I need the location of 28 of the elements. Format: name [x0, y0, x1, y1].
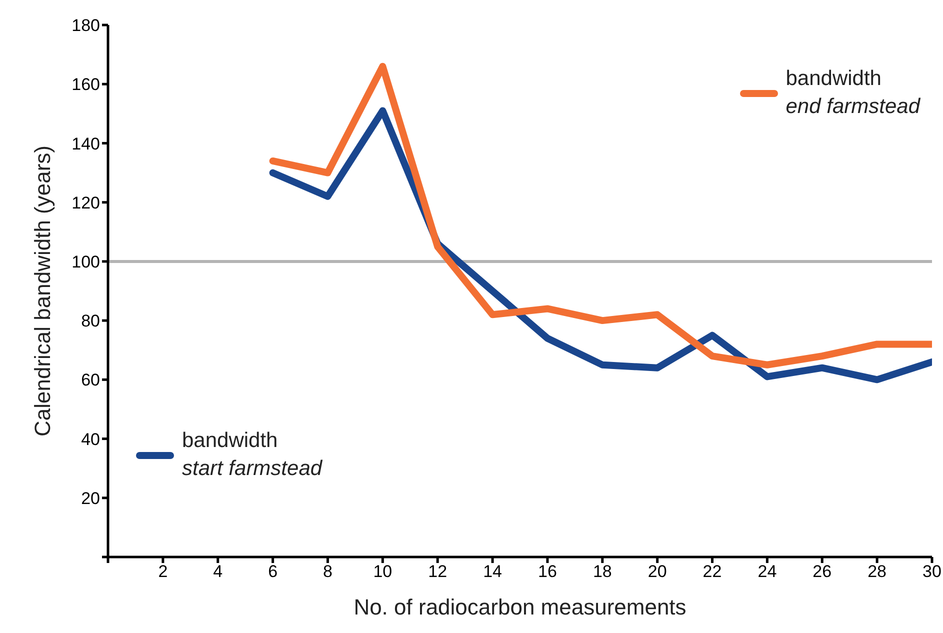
- x-tick-label: 22: [702, 562, 722, 582]
- y-tick-label: 180: [72, 16, 100, 36]
- x-tick-label: 8: [323, 562, 332, 582]
- x-tick-label: 16: [538, 562, 557, 582]
- y-tick-label: 20: [81, 488, 100, 508]
- legend-label: bandwidth end farmstead: [786, 66, 920, 120]
- x-tick-label: 14: [483, 562, 502, 582]
- x-tick-label: 4: [213, 562, 223, 582]
- x-tick-label: 26: [812, 562, 832, 582]
- x-tick-label: 12: [428, 562, 448, 582]
- y-axis-title: Calendrical bandwidth (years): [30, 145, 55, 437]
- x-tick-label: 6: [268, 562, 278, 582]
- x-tick-label: 28: [868, 562, 887, 582]
- x-tick-label: 18: [592, 562, 612, 582]
- y-tick-label: 100: [72, 252, 100, 272]
- y-tick-label: 120: [72, 193, 100, 212]
- x-tick-label: 24: [758, 562, 777, 582]
- x-tick-label: 2: [158, 562, 168, 582]
- x-tick-label: 20: [648, 562, 667, 582]
- legend-label: bandwidth start farmstead: [182, 428, 322, 482]
- x-tick-label: 10: [373, 562, 392, 582]
- x-tick-label: 30: [922, 562, 942, 582]
- y-tick-label: 40: [81, 430, 100, 449]
- y-tick-label: 160: [72, 75, 100, 94]
- y-tick-label: 60: [81, 370, 100, 390]
- y-tick-label: 140: [72, 134, 100, 154]
- x-axis-title: No. of radiocarbon measurements: [354, 594, 686, 620]
- y-tick-label: 80: [81, 312, 100, 331]
